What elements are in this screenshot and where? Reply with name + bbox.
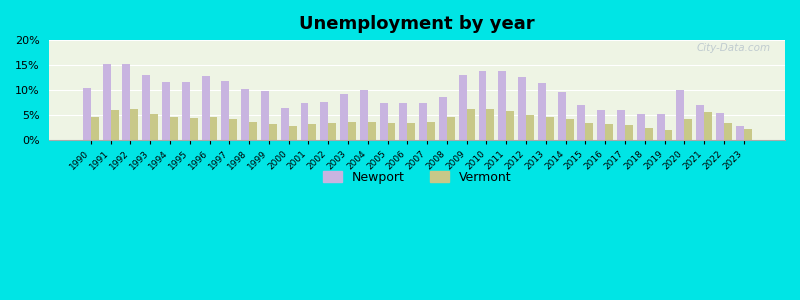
Bar <box>320 102 328 140</box>
Bar <box>368 122 376 140</box>
Bar <box>645 128 653 140</box>
Bar <box>162 82 170 140</box>
Bar <box>637 114 645 140</box>
Bar <box>261 91 269 140</box>
Bar <box>399 103 407 140</box>
Bar <box>269 124 277 140</box>
Bar <box>598 110 605 140</box>
Bar <box>150 114 158 140</box>
Bar <box>578 105 586 140</box>
Bar <box>130 109 138 140</box>
Bar <box>289 126 297 140</box>
Bar <box>526 115 534 140</box>
Bar <box>340 94 348 140</box>
Bar <box>466 109 474 140</box>
Bar <box>716 113 724 140</box>
Bar <box>122 64 130 140</box>
Bar <box>170 117 178 140</box>
Bar <box>458 75 466 140</box>
Bar <box>222 81 230 140</box>
Bar <box>190 118 198 140</box>
Bar <box>380 103 387 140</box>
Bar <box>736 126 744 140</box>
Bar <box>486 109 494 140</box>
Bar <box>387 123 395 140</box>
Bar <box>744 129 751 140</box>
Bar <box>665 130 673 140</box>
Bar <box>518 77 526 140</box>
Title: Unemployment by year: Unemployment by year <box>299 15 535 33</box>
Bar <box>249 122 257 140</box>
Bar <box>617 110 625 140</box>
Bar <box>704 112 712 140</box>
Bar <box>586 123 594 140</box>
Bar <box>696 105 704 140</box>
Bar <box>439 97 447 140</box>
Bar <box>684 119 692 140</box>
Legend: Newport, Vermont: Newport, Vermont <box>318 166 516 189</box>
Bar <box>309 124 316 140</box>
Bar <box>478 70 486 140</box>
Bar <box>447 117 455 140</box>
Bar <box>605 124 613 140</box>
Bar <box>91 117 98 140</box>
Bar <box>360 90 368 140</box>
Text: City-Data.com: City-Data.com <box>696 43 770 53</box>
Bar <box>110 110 118 140</box>
Bar <box>102 64 110 140</box>
Bar <box>281 108 289 140</box>
Bar <box>506 111 514 140</box>
Bar <box>546 117 554 140</box>
Bar <box>241 89 249 140</box>
Bar <box>724 123 732 140</box>
Bar <box>301 103 309 140</box>
Bar <box>230 119 238 140</box>
Bar <box>566 119 574 140</box>
Bar <box>210 117 218 140</box>
Bar <box>142 75 150 140</box>
Bar <box>202 76 210 140</box>
Bar <box>625 125 633 140</box>
Bar <box>538 83 546 140</box>
Bar <box>558 92 566 140</box>
Bar <box>657 114 665 140</box>
Bar <box>419 103 427 140</box>
Bar <box>407 123 415 140</box>
Bar <box>83 88 91 140</box>
Bar <box>348 122 356 140</box>
Bar <box>328 123 336 140</box>
Bar <box>427 122 435 140</box>
Bar <box>182 82 190 140</box>
Bar <box>498 70 506 140</box>
Bar <box>676 90 684 140</box>
